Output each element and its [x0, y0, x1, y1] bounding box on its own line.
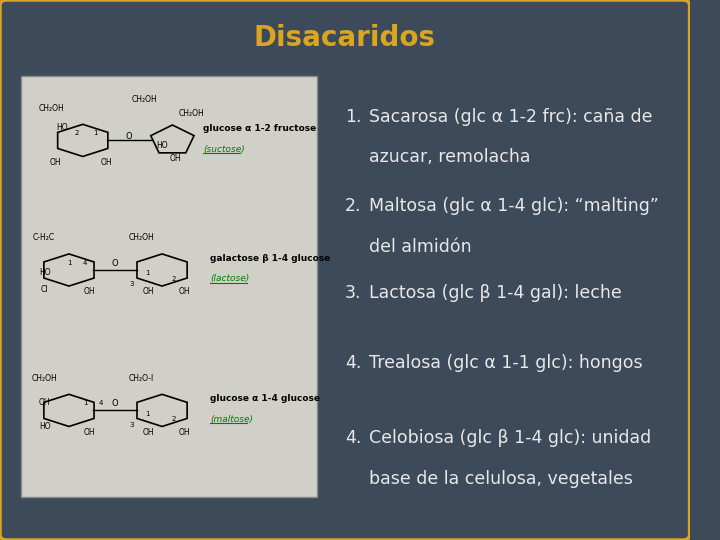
- Text: OH: OH: [143, 287, 154, 296]
- Text: glucose α 1-4 glucose: glucose α 1-4 glucose: [210, 394, 320, 403]
- Text: CH₂OH: CH₂OH: [128, 233, 154, 242]
- Text: CH₂OH: CH₂OH: [132, 94, 158, 104]
- FancyBboxPatch shape: [0, 0, 690, 540]
- Text: 4.: 4.: [345, 429, 361, 447]
- Text: O: O: [111, 259, 118, 268]
- Text: Maltosa (glc α 1-4 glc): “malting”: Maltosa (glc α 1-4 glc): “malting”: [369, 197, 659, 215]
- Text: HO: HO: [39, 268, 50, 278]
- Text: 1: 1: [93, 130, 98, 136]
- Text: 1: 1: [83, 400, 87, 406]
- Text: (maltose): (maltose): [210, 415, 253, 423]
- Text: del almidón: del almidón: [369, 238, 472, 255]
- Text: OH: OH: [179, 428, 191, 437]
- Text: O: O: [126, 132, 132, 140]
- Text: 1: 1: [68, 260, 72, 266]
- Text: 2: 2: [171, 276, 176, 282]
- Text: 2: 2: [74, 130, 79, 136]
- Text: 4: 4: [99, 400, 103, 406]
- FancyBboxPatch shape: [21, 76, 318, 497]
- Text: 2: 2: [171, 416, 176, 422]
- Text: Disacaridos: Disacaridos: [253, 24, 436, 52]
- Text: OH: OH: [50, 158, 61, 167]
- Text: glucose α 1-2 fructose: glucose α 1-2 fructose: [204, 124, 317, 133]
- Text: OH: OH: [39, 398, 50, 407]
- Text: HO: HO: [156, 141, 168, 151]
- Text: 4: 4: [83, 260, 87, 266]
- Text: OH: OH: [84, 428, 96, 437]
- Text: galactose β 1-4 glucose: galactose β 1-4 glucose: [210, 254, 330, 262]
- Text: 1: 1: [145, 271, 149, 276]
- Text: HO: HO: [39, 422, 50, 431]
- Text: (lactose): (lactose): [210, 274, 250, 283]
- Text: 3: 3: [130, 281, 134, 287]
- Text: OH: OH: [84, 287, 96, 296]
- Text: HO: HO: [56, 123, 68, 132]
- Text: base de la celulosa, vegetales: base de la celulosa, vegetales: [369, 470, 633, 488]
- Text: OH: OH: [179, 287, 191, 296]
- Text: 4.: 4.: [345, 354, 361, 372]
- Text: C-H₂C: C-H₂C: [32, 233, 55, 242]
- Text: 3.: 3.: [345, 284, 361, 301]
- Text: (suctose): (suctose): [204, 145, 246, 153]
- Text: 1: 1: [145, 411, 149, 417]
- Text: Cl: Cl: [41, 285, 48, 294]
- Text: OH: OH: [170, 154, 181, 163]
- Text: OH: OH: [101, 158, 113, 167]
- Text: Celobiosa (glc β 1-4 glc): unidad: Celobiosa (glc β 1-4 glc): unidad: [369, 429, 651, 447]
- Text: CH₂OH: CH₂OH: [32, 374, 58, 383]
- Text: OH: OH: [143, 428, 154, 437]
- Text: 2.: 2.: [345, 197, 361, 215]
- Text: 3: 3: [130, 422, 134, 428]
- Text: CH₂OH: CH₂OH: [39, 104, 65, 113]
- Text: CH₂O-I: CH₂O-I: [129, 374, 154, 383]
- Text: 1.: 1.: [345, 108, 361, 126]
- Text: Trealosa (glc α 1-1 glc): hongos: Trealosa (glc α 1-1 glc): hongos: [369, 354, 642, 372]
- Text: O: O: [111, 399, 118, 408]
- Text: Sacarosa (glc α 1-2 frc): caña de: Sacarosa (glc α 1-2 frc): caña de: [369, 108, 652, 126]
- Text: azucar, remolacha: azucar, remolacha: [369, 148, 531, 166]
- Text: Lactosa (glc β 1-4 gal): leche: Lactosa (glc β 1-4 gal): leche: [369, 284, 621, 301]
- Text: CH₂OH: CH₂OH: [179, 109, 204, 118]
